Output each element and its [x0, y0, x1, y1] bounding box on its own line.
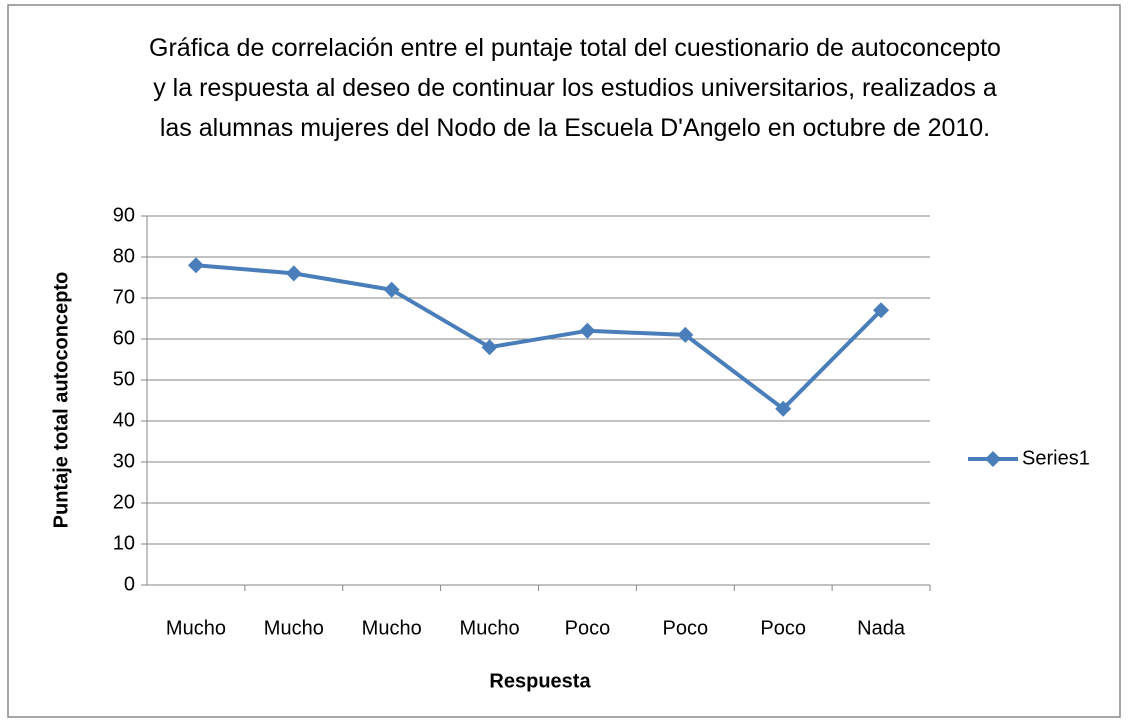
y-tick-label: 50 — [113, 368, 135, 390]
chart-title: Gráfica de correlación entre el puntaje … — [149, 34, 1001, 142]
x-tick-label: Nada — [857, 617, 906, 639]
x-tick-label: Mucho — [264, 617, 324, 639]
y-tick-label: 20 — [113, 491, 135, 513]
x-axis-label: Respuesta — [489, 670, 591, 692]
point-marker — [677, 326, 694, 343]
x-tick-label: Poco — [663, 617, 709, 639]
y-tick-label: 60 — [113, 327, 135, 349]
y-tick-label: 80 — [113, 245, 135, 267]
y-axis-label: Puntaje total autoconcepto — [50, 272, 72, 529]
point-marker — [285, 265, 302, 282]
y-tick-label: 0 — [124, 573, 135, 595]
point-marker — [481, 339, 498, 356]
x-tick-label: Poco — [760, 617, 806, 639]
point-marker — [775, 400, 792, 417]
y-tick-label: 10 — [113, 532, 135, 554]
legend-label: Series1 — [1022, 447, 1090, 469]
series-line — [195, 263, 883, 411]
point-marker — [187, 257, 204, 274]
x-tick-label: Mucho — [166, 617, 226, 639]
point-marker — [383, 281, 400, 298]
y-tick-label: 30 — [113, 450, 135, 472]
y-tick-label: 70 — [113, 286, 135, 308]
x-tick-label: Mucho — [362, 617, 422, 639]
legend-marker — [985, 451, 1001, 467]
point-marker — [873, 302, 890, 319]
y-tick-label: 90 — [113, 204, 135, 226]
point-marker — [579, 322, 596, 339]
y-tick-label: 40 — [113, 409, 135, 431]
x-tick-label: Poco — [565, 617, 611, 639]
chart-border — [7, 4, 1121, 718]
x-tick-label: Mucho — [460, 617, 520, 639]
